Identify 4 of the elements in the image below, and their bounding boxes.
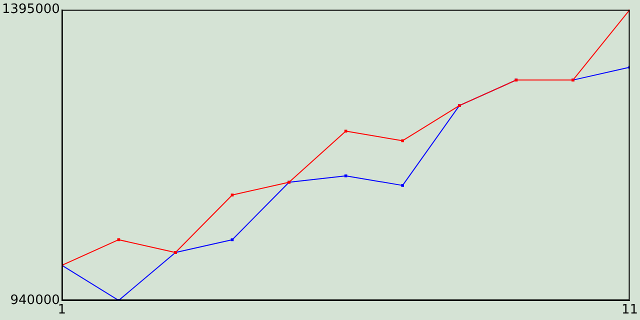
x-tick-label: 1	[58, 302, 66, 318]
x-tick-label: 11	[621, 302, 638, 318]
y-tick-label: 940000	[10, 292, 60, 308]
y-tick-label: 1395000	[2, 2, 60, 18]
